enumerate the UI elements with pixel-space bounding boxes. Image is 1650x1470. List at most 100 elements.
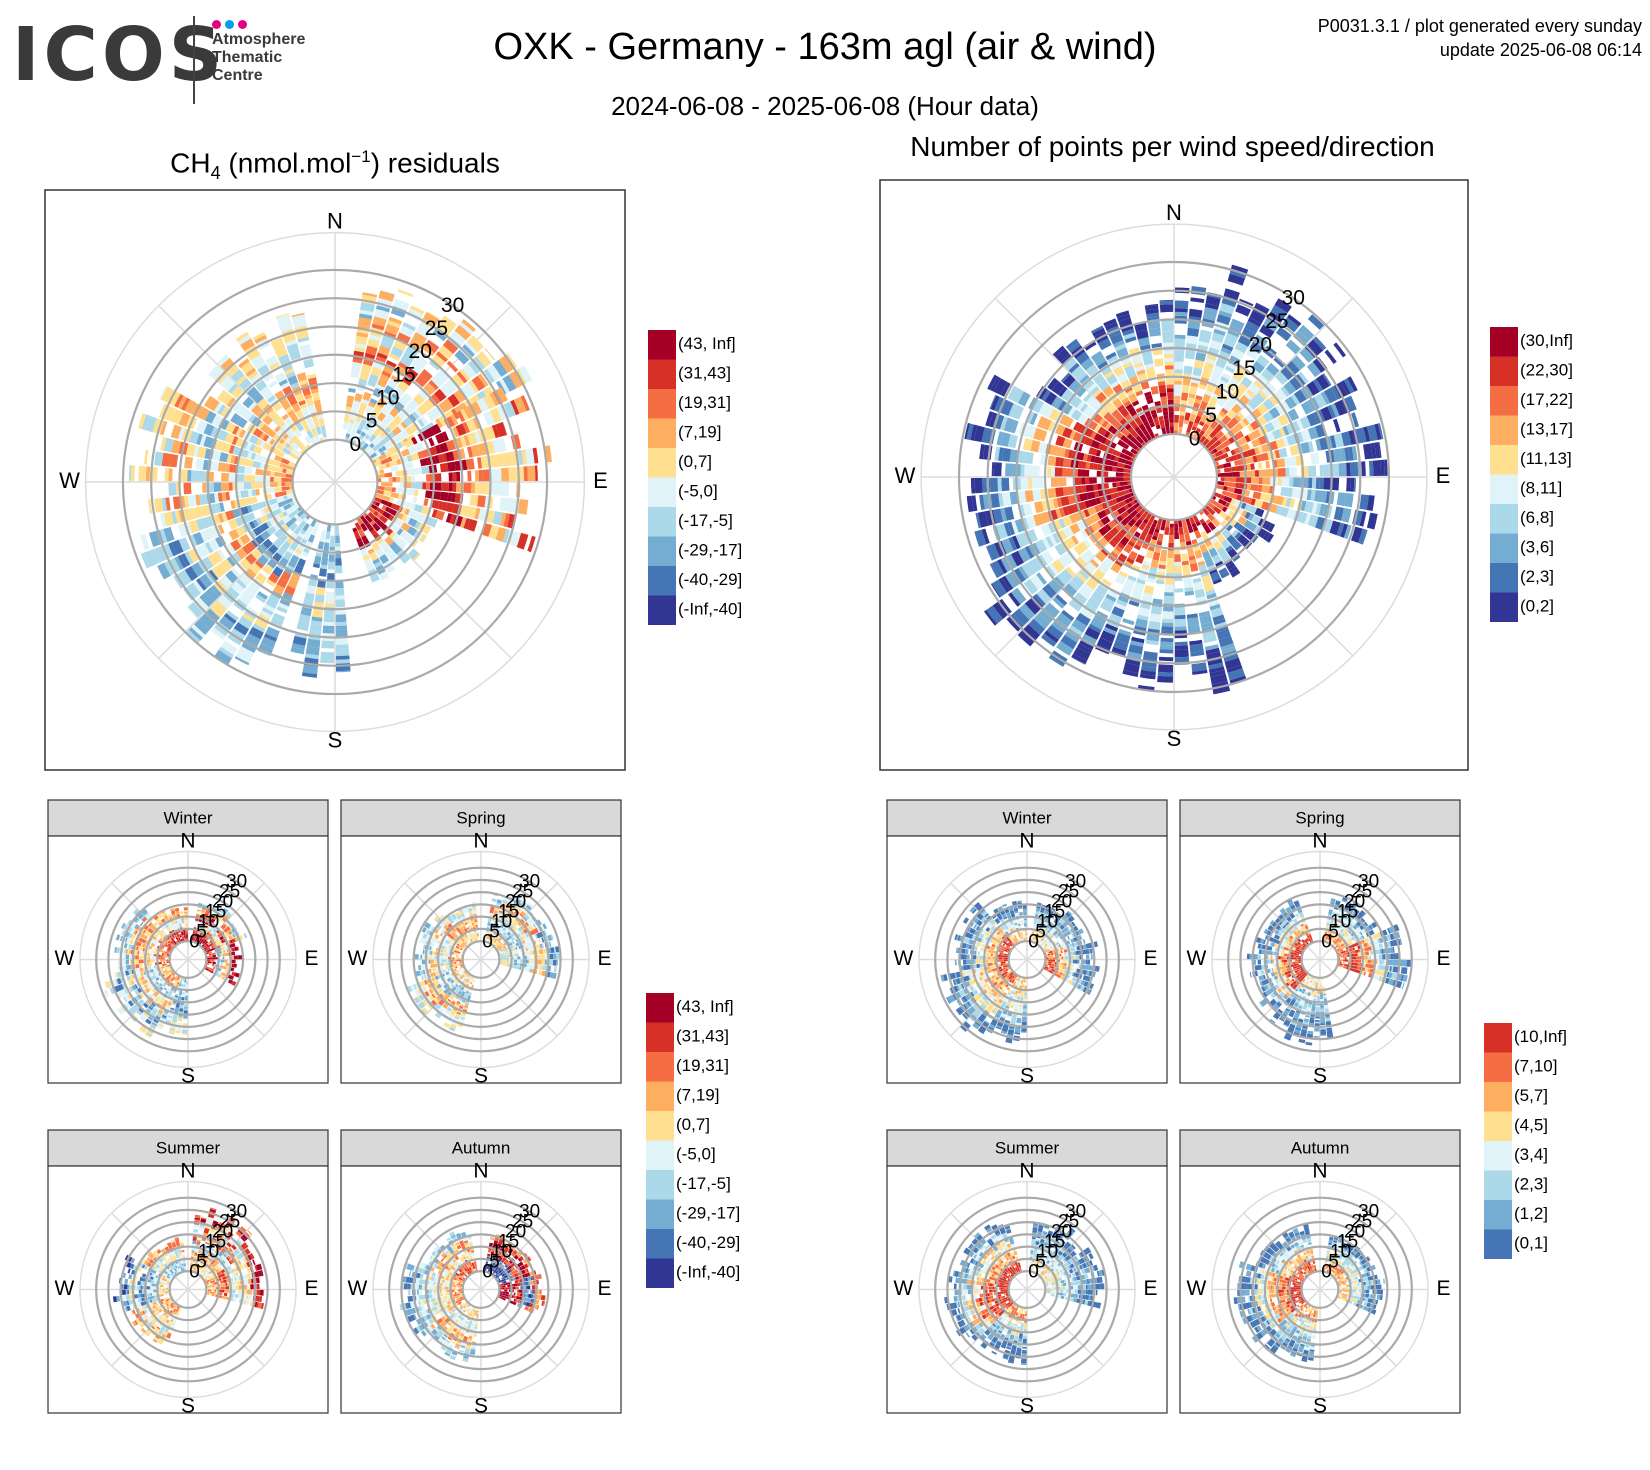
main-rose-2-cell bbox=[1174, 422, 1179, 431]
main-rose-1-cell bbox=[478, 482, 487, 495]
seasonal-residuals-rose-winter-cell bbox=[148, 956, 151, 960]
main-rose-1-cell bbox=[355, 416, 362, 423]
main-rose-2-cell bbox=[1166, 388, 1174, 393]
seasonal-residuals-rose-winter-cell bbox=[185, 994, 188, 996]
main-legend-1-swatch bbox=[648, 595, 676, 625]
seasonal-residuals-rose-spring-cell bbox=[518, 959, 521, 963]
main-rose-1-cell bbox=[387, 378, 399, 390]
main-legend-2-swatch bbox=[1490, 415, 1518, 445]
main-rose-2-cell bbox=[1163, 415, 1169, 420]
main-rose-1-cell bbox=[335, 651, 350, 657]
main-rose-2-cell bbox=[1314, 490, 1324, 503]
main-rose-1-cell bbox=[375, 305, 391, 313]
seasonal-residuals-rose-spring-cell bbox=[456, 959, 460, 962]
main-rose-2-cell bbox=[1174, 527, 1179, 532]
main-legend-2-label: (0,2] bbox=[1520, 597, 1554, 616]
main-rose-1-cell bbox=[381, 445, 387, 452]
main-rose-1-cell bbox=[380, 341, 392, 350]
seasonal-residuals-rose-winter-cell bbox=[179, 1008, 184, 1012]
main-rose-1-cell bbox=[402, 322, 416, 332]
main-rose-1-cell bbox=[417, 403, 429, 416]
main-rose-1-cell bbox=[356, 429, 362, 435]
main-rose-1-cell bbox=[389, 353, 401, 362]
main-rose-2-cell bbox=[1150, 605, 1162, 615]
seasonal-residuals-rose-winter-cell bbox=[222, 956, 225, 960]
main-rose-1-cell bbox=[412, 332, 427, 345]
main-rose-1-cell bbox=[384, 323, 400, 336]
main-rose-1-cell bbox=[183, 482, 192, 495]
seasonal-residuals-rose-winter-cell bbox=[209, 957, 213, 960]
seasonal-residuals-rose-winter-cell bbox=[184, 1007, 188, 1009]
seasonal-residuals-rose-winter-cell bbox=[185, 933, 188, 935]
main-rose-2-cell bbox=[1005, 463, 1014, 477]
main-rose-2-cell bbox=[1162, 611, 1174, 620]
main-rose-2-cell bbox=[1174, 565, 1182, 574]
main-rose-2-cell bbox=[1162, 618, 1174, 623]
main-rose-1-cell bbox=[454, 324, 471, 341]
main-rose-1-cell bbox=[244, 466, 253, 475]
main-rose-1-cell bbox=[328, 561, 335, 566]
main-rose-1-cell bbox=[436, 323, 451, 336]
main-rose-2-cell bbox=[1254, 470, 1259, 477]
seasonal-residuals-rose-spring-cell bbox=[433, 959, 436, 964]
main-rose-1-cell bbox=[351, 427, 358, 433]
seasonal-residuals-rose-winter-cell bbox=[237, 955, 239, 960]
main-rose-1-cell bbox=[477, 495, 486, 508]
main-rose-2-cell bbox=[1153, 358, 1164, 367]
main-rose-1-cell bbox=[323, 621, 335, 626]
main-rose-2-cell bbox=[1262, 469, 1271, 477]
main-rose-1-cell bbox=[436, 369, 450, 383]
main-rose-1-cell bbox=[478, 469, 483, 482]
main-rose-1-cell bbox=[335, 531, 340, 536]
main-rose-1-cell bbox=[471, 482, 476, 494]
main-rose-1-cell bbox=[361, 398, 369, 405]
main-rose-2-cell bbox=[1164, 357, 1174, 362]
main-rose-2-cell bbox=[1162, 331, 1174, 340]
main-rose-2-cell bbox=[1174, 300, 1189, 309]
main-rose-1-cell bbox=[461, 319, 476, 332]
main-rose-1-cell bbox=[408, 413, 417, 423]
main-rose-2-cell bbox=[1092, 477, 1097, 484]
main-rose-2-cell bbox=[1292, 477, 1301, 488]
seasonal-residuals-rose-winter-cell bbox=[122, 965, 127, 971]
main-rose-1-cell bbox=[386, 360, 397, 368]
main-rose-2-cell bbox=[1159, 649, 1174, 654]
main-rose-1-cell bbox=[426, 411, 435, 422]
main-rose-1-cell bbox=[270, 476, 274, 482]
seasonal-residuals-rose-winter-cell bbox=[225, 963, 229, 967]
main-rose-1-cell bbox=[459, 321, 474, 335]
seasonal-residuals-rose-spring-cell bbox=[554, 953, 557, 960]
main-rose-1-cell bbox=[199, 493, 208, 505]
main-rose-2-cell bbox=[1174, 388, 1182, 397]
main-rose-1-cell bbox=[417, 418, 425, 428]
main-legend-2: (30,Inf](22,30](17,22](13,17](11,13](8,1… bbox=[1490, 327, 1573, 622]
main-rose-1-cell bbox=[335, 625, 348, 630]
seasonal-residuals-rose-spring-cell bbox=[431, 955, 436, 960]
main-rose-1-cell bbox=[431, 374, 445, 388]
main-rose-1-tick-5: 5 bbox=[366, 410, 378, 433]
seasonal-residuals-rose-spring-cell bbox=[452, 957, 455, 960]
main-rose-1-cell bbox=[527, 465, 536, 481]
main-rose-2-label-e: E bbox=[1436, 463, 1451, 488]
seasonal-residuals-rose-winter-tick-30: 30 bbox=[226, 871, 247, 892]
main-rose-1-cell bbox=[359, 309, 374, 316]
main-rose-1-cell bbox=[411, 475, 416, 482]
right-plot-title: Number of points per wind speed/directio… bbox=[910, 131, 1435, 162]
main-rose-1-cell bbox=[357, 409, 365, 416]
seasonal-residuals-rose-winter-cell bbox=[182, 992, 185, 994]
main-rose-1-cell bbox=[379, 429, 389, 439]
seasonal-residuals-rose-winter-cell bbox=[138, 959, 141, 964]
seasonal-residuals-rose-winter-cell bbox=[183, 934, 186, 937]
seasonal-residuals-rose-spring-cell bbox=[505, 955, 508, 958]
seasonal-residuals-rose-winter-cell bbox=[183, 933, 186, 935]
main-rose-2-cell bbox=[1291, 488, 1301, 499]
main-rose-1-cell bbox=[422, 312, 440, 326]
main-rose-2-cell bbox=[1174, 365, 1184, 370]
main-rose-1-cell bbox=[393, 298, 410, 311]
main-rose-2-tick-30: 30 bbox=[1282, 286, 1305, 309]
main-rose-2-cell bbox=[1024, 464, 1029, 477]
main-rose-1-cell bbox=[426, 311, 440, 320]
main-rose-1-cell bbox=[383, 385, 395, 396]
seasonal-residuals-rose-winter-cell bbox=[138, 951, 143, 956]
seasonal-residuals-rose-winter-label-w: W bbox=[55, 947, 75, 970]
